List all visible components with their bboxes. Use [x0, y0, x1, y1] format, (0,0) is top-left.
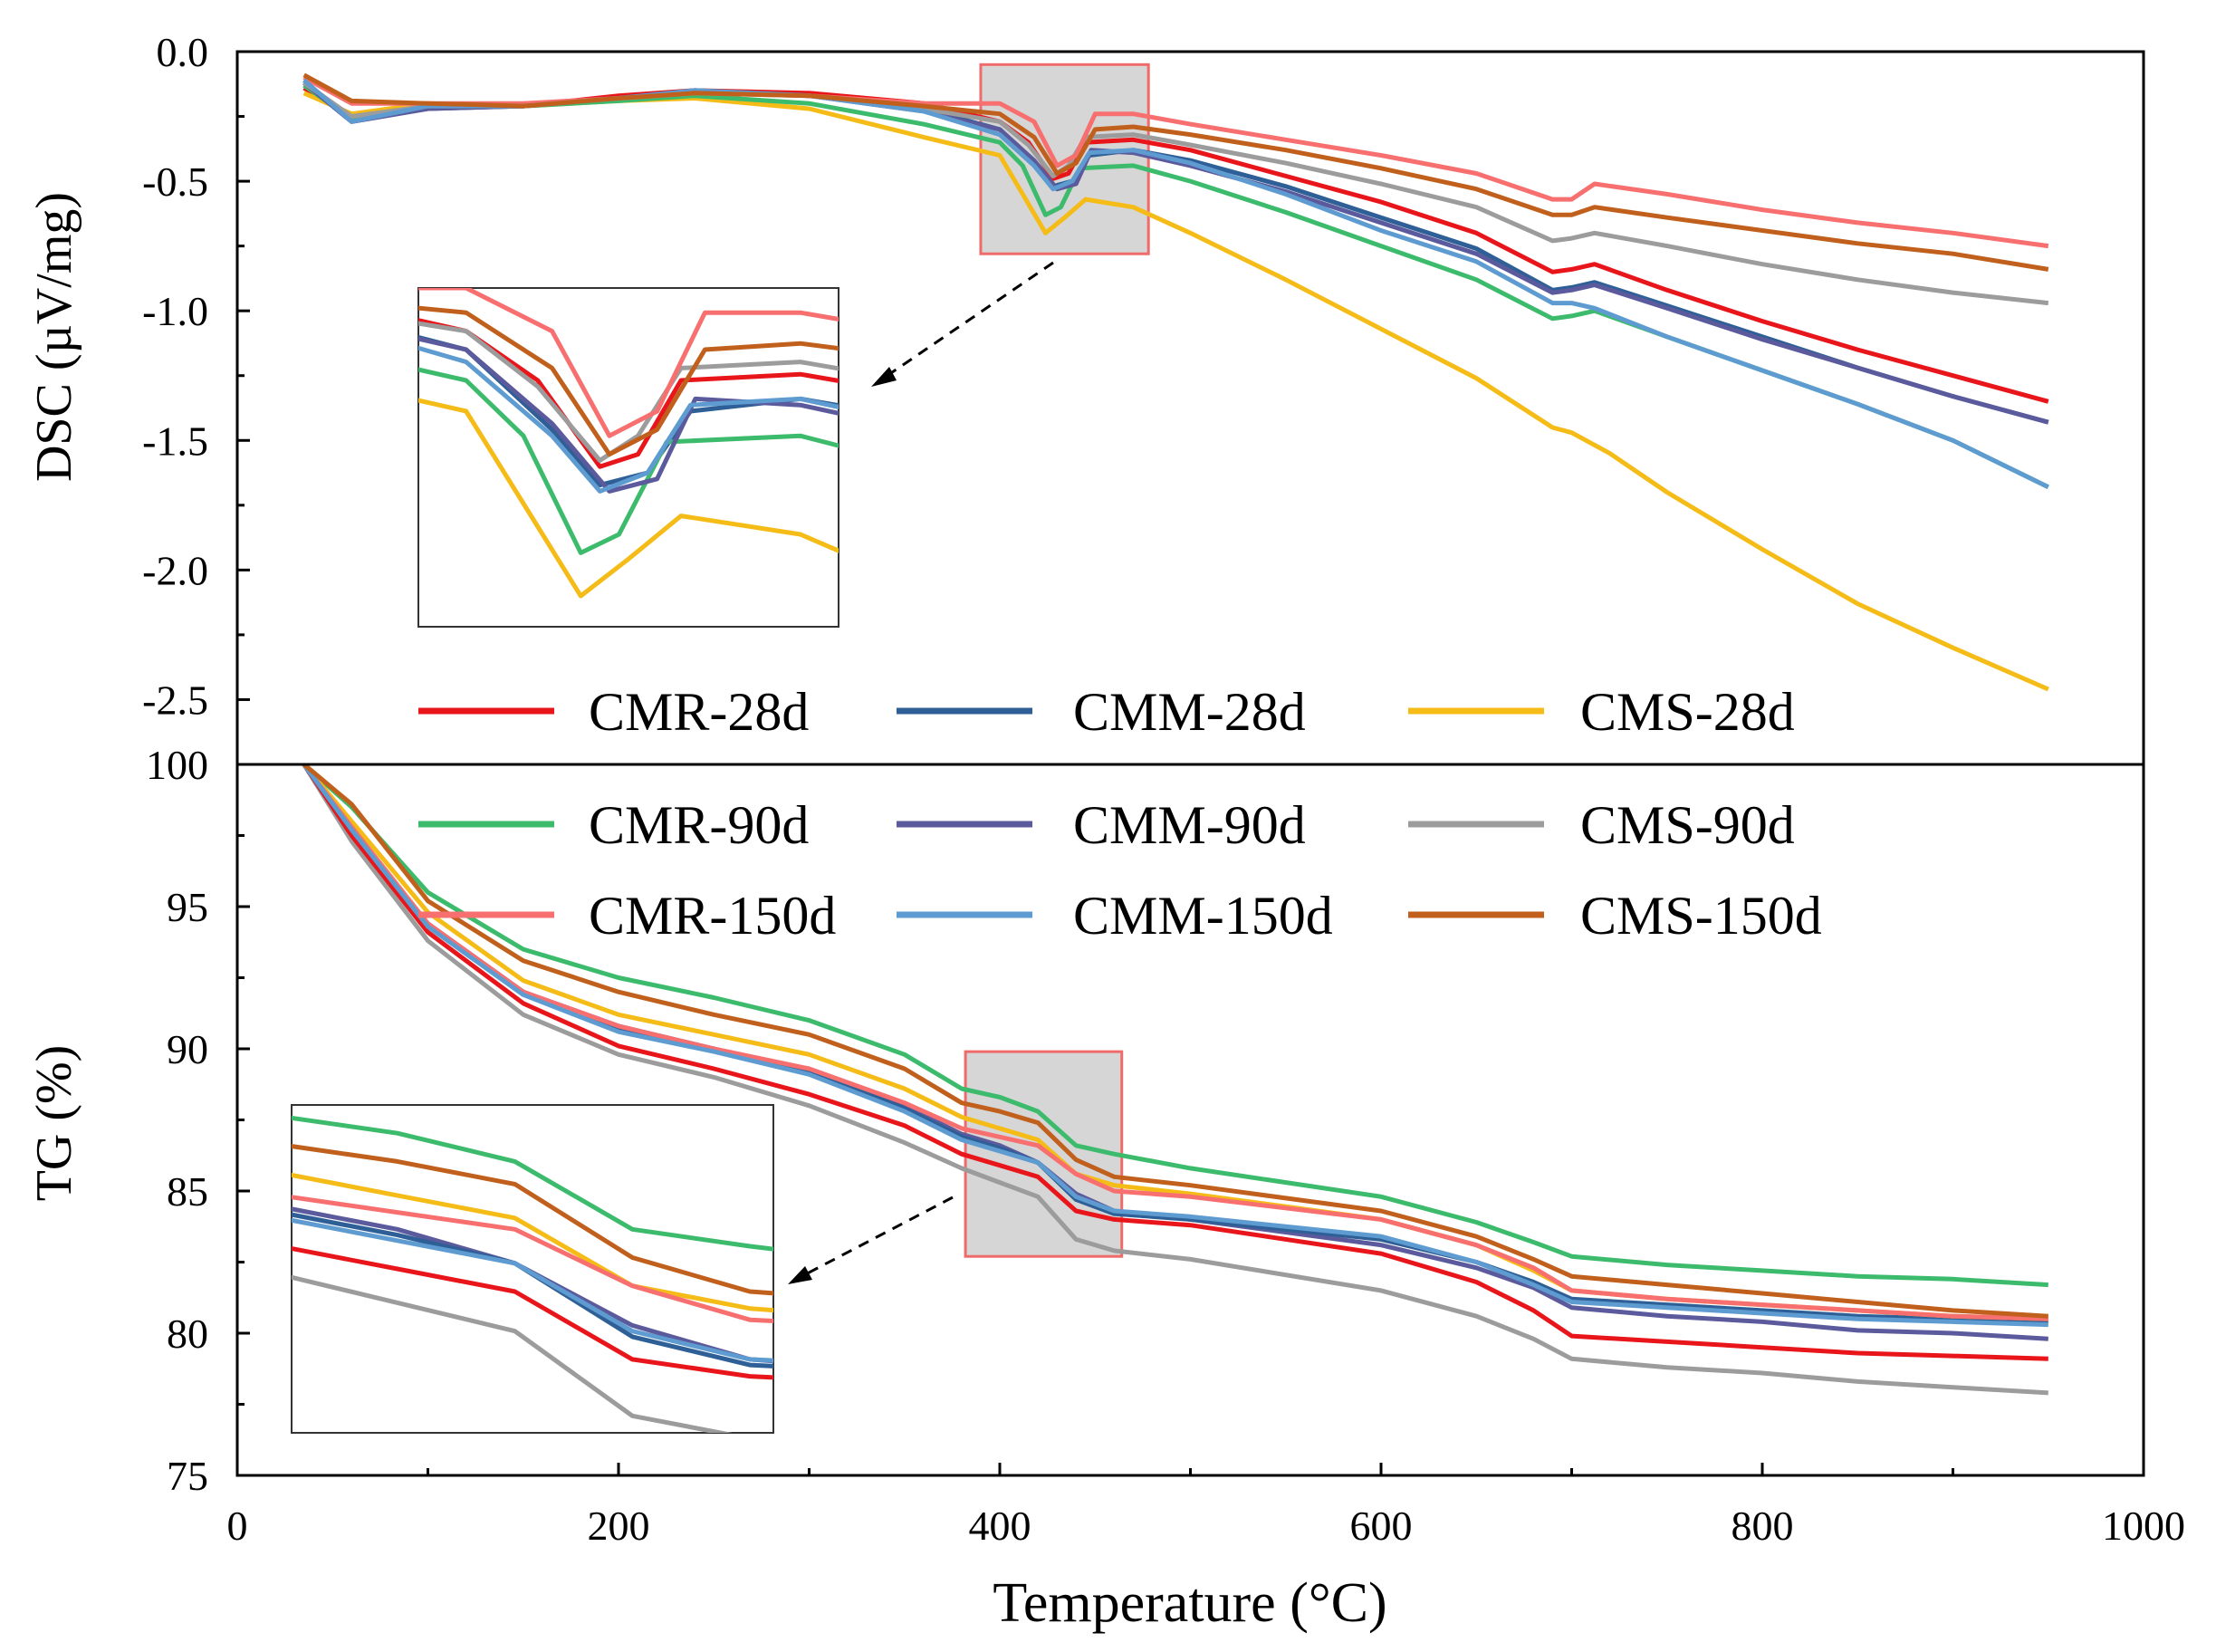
dsc-inset-line-cmr-90d — [418, 367, 839, 555]
x-tick-label: 600 — [1350, 1503, 1413, 1549]
axis-tick-labels: 0 200 400 600 800 1000 0.0 -0.5 -1.0 -1.5 -2.0 -2.5… — [142, 29, 2185, 1549]
x-tick-label: 400 — [969, 1503, 1031, 1549]
tg-inset-line-cmm-28d — [292, 1212, 773, 1369]
tg-inset-line-cmr-90d — [292, 1115, 773, 1252]
tg-zoom-arrow — [796, 1196, 954, 1281]
legend-label-cmm-28d: CMM-28d — [1073, 682, 1306, 742]
temperature-axis-title: Temperature (°C) — [993, 1572, 1386, 1634]
x-tick-label: 0 — [227, 1503, 248, 1549]
dsc-line-cms-150d — [302, 72, 2049, 272]
dsc-inset-line-cms-90d — [418, 321, 839, 463]
axis-ticks — [235, 50, 2145, 1477]
dsc-y-tick-label: -2.0 — [142, 547, 208, 593]
dsc-inset-line-cmr-28d — [418, 318, 839, 469]
tg-inset-line-cms-150d — [292, 1144, 773, 1296]
tg-inset-line-cmr-150d — [292, 1195, 773, 1323]
legend: CMR-28d CMM-28d CMS-28d CMR-90d CMM-90d CMS-9… — [418, 682, 1822, 946]
tg-y-tick-label: 95 — [167, 884, 208, 930]
tg-line-cms-90d — [302, 764, 2048, 1396]
legend-label-cms-28d: CMS-28d — [1580, 682, 1795, 742]
dsc-inset-line-cms-28d — [418, 398, 839, 599]
tg-line-cmm-150d — [302, 764, 2048, 1328]
dsc-arrow-head — [871, 367, 897, 387]
tg-axis-title: TG (%) — [26, 1045, 82, 1202]
tg-y-tick-label: 80 — [167, 1311, 208, 1357]
tg-inset-frame — [291, 1104, 774, 1434]
dsc-y-tick-label: -0.5 — [142, 158, 208, 205]
tg-inset-line-cmm-90d — [292, 1206, 773, 1364]
legend-label-cmr-28d: CMR-28d — [589, 682, 809, 742]
dsc-y-tick-label: 0.0 — [157, 29, 209, 75]
tg-line-cms-150d — [302, 764, 2048, 1319]
tg-y-tick-label: 100 — [146, 742, 208, 788]
dsc-y-tick-label: -1.0 — [142, 288, 208, 334]
dsc-axis-title: DSC (µV/mg) — [26, 192, 82, 482]
dsc-zoom-arrow — [879, 261, 1054, 382]
x-tick-label: 200 — [588, 1503, 650, 1549]
tg-line-cmr-90d — [302, 764, 2048, 1288]
tg-line-cmr-28d — [302, 764, 2048, 1361]
legend-label-cmm-90d: CMM-90d — [1073, 795, 1306, 855]
tg-inset-line-cmr-28d — [292, 1245, 773, 1380]
tg-y-tick-label: 90 — [167, 1026, 208, 1072]
tg-inset-series-group — [292, 1115, 773, 1433]
tg-series-group — [302, 764, 2048, 1396]
legend-label-cms-90d: CMS-90d — [1580, 795, 1795, 855]
dsc-y-tick-label: -1.5 — [142, 418, 208, 464]
tg-inset-line-cms-90d — [292, 1274, 733, 1433]
dsc-inset-line-cmm-150d — [418, 345, 839, 494]
dsc-series-group — [302, 72, 2049, 692]
x-tick-label: 800 — [1732, 1503, 1794, 1549]
tg-inset-line-cmm-150d — [292, 1217, 773, 1363]
tg-zoom-region — [964, 1050, 1124, 1258]
legend-label-cmr-90d: CMR-90d — [589, 795, 809, 855]
tg-y-tick-label: 75 — [167, 1453, 208, 1499]
dsc-inset-line-cmr-150d — [418, 288, 839, 438]
legend-label-cms-150d: CMS-150d — [1580, 886, 1822, 946]
dsc-inset-series-group — [418, 288, 839, 599]
tg-arrow-head — [788, 1266, 812, 1284]
x-tick-label: 1000 — [2102, 1503, 2185, 1549]
tg-line-cmr-150d — [302, 764, 2048, 1321]
dsc-inset-line-cms-150d — [418, 305, 839, 457]
legend-label-cmm-150d: CMM-150d — [1073, 886, 1333, 946]
dsc-inset-line-cmm-28d — [418, 334, 839, 488]
tg-y-tick-label: 85 — [167, 1168, 208, 1215]
dsc-y-tick-label: -2.5 — [142, 677, 208, 723]
legend-label-cmr-150d: CMR-150d — [589, 886, 836, 946]
